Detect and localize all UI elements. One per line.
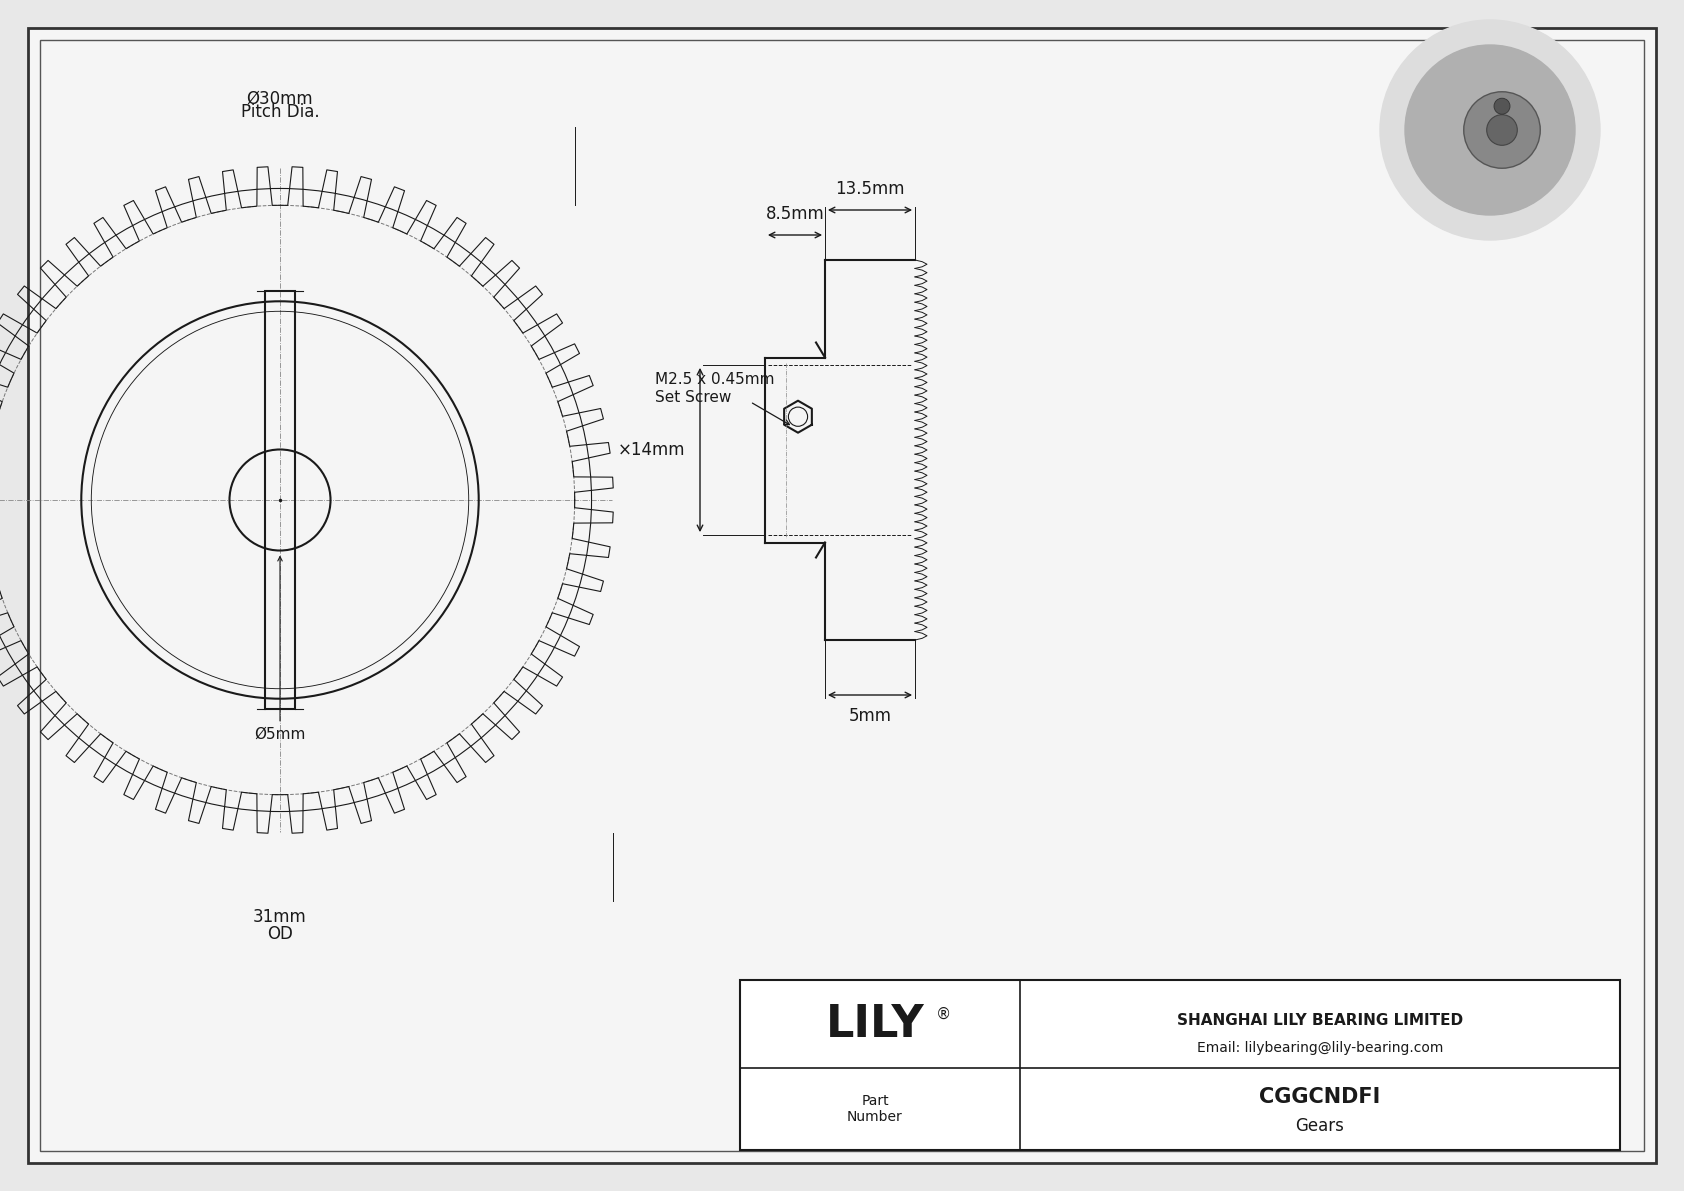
Text: Part
Number: Part Number (847, 1095, 903, 1124)
Text: Set Screw: Set Screw (655, 389, 731, 405)
Text: Email: lilybearing@lily-bearing.com: Email: lilybearing@lily-bearing.com (1197, 1041, 1443, 1055)
Text: CGGCNDFI: CGGCNDFI (1260, 1087, 1381, 1106)
Text: LILY: LILY (825, 1003, 925, 1046)
Text: 13.5mm: 13.5mm (835, 180, 904, 198)
Text: M2.5 x 0.45mm: M2.5 x 0.45mm (655, 372, 775, 387)
Text: OD: OD (268, 925, 293, 943)
Text: Pitch Dia.: Pitch Dia. (241, 104, 320, 121)
Text: Ø5mm: Ø5mm (254, 727, 306, 742)
Circle shape (1379, 20, 1600, 241)
Circle shape (1494, 98, 1511, 114)
Text: 31mm: 31mm (253, 909, 306, 927)
Circle shape (1463, 92, 1541, 168)
Circle shape (1404, 45, 1575, 216)
Text: ×14mm: ×14mm (618, 441, 685, 459)
Text: Gears: Gears (1295, 1116, 1344, 1135)
Bar (264, 292, 295, 709)
Text: 5mm: 5mm (849, 707, 891, 725)
Text: ®: ® (936, 1006, 951, 1022)
Text: 8.5mm: 8.5mm (766, 205, 825, 223)
Text: Ø30mm: Ø30mm (246, 89, 313, 107)
Circle shape (1487, 114, 1517, 145)
Bar (739, 980, 1620, 1151)
Text: SHANGHAI LILY BEARING LIMITED: SHANGHAI LILY BEARING LIMITED (1177, 1014, 1463, 1028)
